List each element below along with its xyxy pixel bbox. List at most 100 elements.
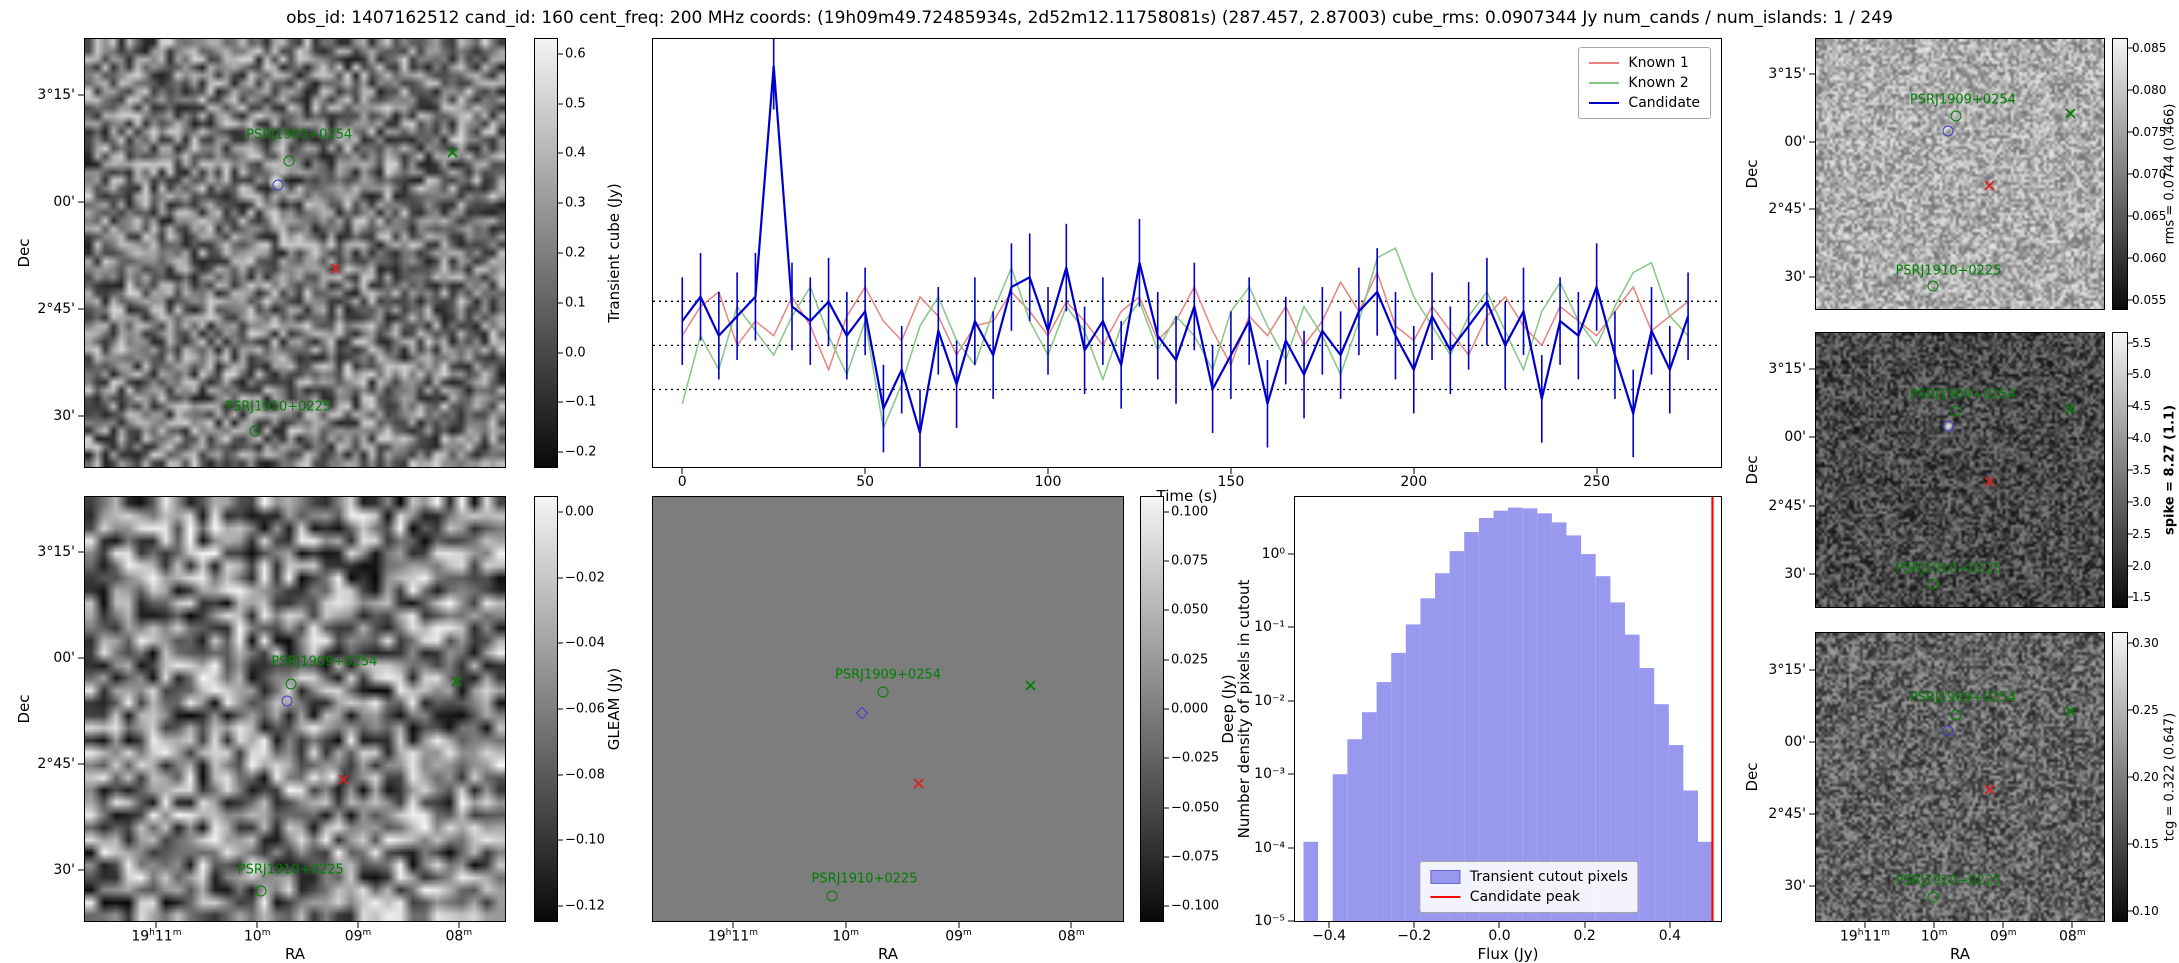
colorbar-tick-label: −0.050 bbox=[1171, 800, 1220, 816]
tick-mark bbox=[1809, 276, 1816, 278]
dec-tick-label: 00' bbox=[1784, 133, 1806, 150]
density-tick-label: 10⁻² bbox=[1254, 692, 1285, 709]
dec-tick-label: 3°15' bbox=[37, 544, 75, 561]
source-name-label: PSRJ1910+0225 bbox=[237, 862, 344, 878]
colorbar-tick-label: 0.30 bbox=[2132, 636, 2159, 651]
tick-mark bbox=[357, 921, 359, 928]
colorbar-tick-label: −0.04 bbox=[565, 635, 605, 651]
x-icon bbox=[2065, 107, 2076, 119]
candidate-circle-marker bbox=[281, 695, 293, 707]
tick-mark bbox=[1288, 847, 1295, 849]
ra-tick-label: 19h11m bbox=[131, 928, 182, 945]
ra-tick-label: 08m bbox=[2059, 928, 2086, 945]
tcg-colorbar: 0.30 0.25 0.20 0.15 0.10 bbox=[2112, 632, 2159, 922]
dec-tick-label: 2°45' bbox=[1768, 497, 1806, 514]
colorbar-tick-label: 0.060 bbox=[2132, 250, 2167, 265]
tick-mark bbox=[1163, 757, 1169, 759]
tick-mark bbox=[1596, 467, 1598, 474]
legend-line-sample bbox=[1430, 896, 1461, 898]
histogram-bar bbox=[1493, 510, 1509, 921]
tick-mark bbox=[2127, 405, 2133, 407]
tick-mark bbox=[1584, 921, 1586, 928]
figure-title: obs_id: 1407162512 cand_id: 160 cent_fre… bbox=[286, 8, 1893, 28]
histogram-bar bbox=[1508, 507, 1523, 921]
tick-mark bbox=[155, 921, 157, 928]
rms-image bbox=[1816, 39, 2104, 309]
colorbar-tick-label: 0.4 bbox=[565, 145, 586, 161]
colorbar-tick-label: −0.2 bbox=[565, 444, 597, 460]
rms-markers: PSRJ1909+0254 PSRJ1910+0225 bbox=[1816, 39, 2104, 309]
histogram-bar bbox=[1303, 841, 1319, 921]
tick-mark bbox=[557, 152, 563, 154]
colorbar-tick-label: 4.5 bbox=[2132, 399, 2152, 414]
tick-mark bbox=[1498, 921, 1500, 928]
histogram-bar bbox=[1332, 774, 1348, 921]
candidate-circle-marker bbox=[1942, 420, 1954, 432]
colorbar-tick-label: 0.100 bbox=[1171, 504, 1209, 520]
dec-tick-label: 30' bbox=[53, 407, 75, 424]
tick-mark bbox=[557, 252, 563, 254]
tick-mark bbox=[1288, 700, 1295, 702]
legend-label: Candidate peak bbox=[1469, 889, 1580, 905]
colorbar-tick-label: −0.100 bbox=[1171, 898, 1220, 914]
tick-mark bbox=[1809, 208, 1816, 210]
ra-axis-label: RA bbox=[284, 945, 306, 963]
dec-tick-label: 30' bbox=[53, 862, 75, 879]
tick-mark bbox=[732, 921, 734, 928]
histogram-swatch bbox=[1430, 870, 1461, 884]
gleam-markers: PSRJ1909+0254 PSRJ1910+0225 bbox=[85, 497, 505, 921]
tick-mark bbox=[1809, 669, 1816, 671]
source-name-label: PSRJ1910+0225 bbox=[225, 399, 332, 415]
tick-mark bbox=[2127, 469, 2133, 471]
x-icon bbox=[451, 676, 463, 687]
tick-mark bbox=[78, 415, 85, 417]
tick-mark bbox=[557, 905, 563, 907]
tick-mark bbox=[2127, 437, 2133, 439]
tick-mark bbox=[557, 839, 563, 841]
x-icon bbox=[1984, 180, 1995, 192]
tick-mark bbox=[2127, 257, 2133, 259]
tick-mark bbox=[1163, 609, 1169, 611]
flux-tick-label: 0.0 bbox=[1488, 928, 1511, 944]
colorbar-tick-label: 0.15 bbox=[2132, 836, 2159, 851]
tick-mark bbox=[1163, 659, 1169, 661]
colorbar-tick-label: −0.025 bbox=[1171, 750, 1220, 766]
colorbar-title: GLEAM (Jy) bbox=[605, 667, 623, 751]
series-known-1 bbox=[681, 270, 1689, 372]
tick-mark bbox=[2127, 565, 2133, 567]
tick-mark bbox=[1669, 921, 1671, 928]
source-circle-marker bbox=[249, 425, 261, 437]
colorbar-tick-label: 2.5 bbox=[2132, 526, 2152, 541]
density-tick-label: 10⁻¹ bbox=[1254, 619, 1285, 636]
tick-mark bbox=[1809, 885, 1816, 887]
colorbar-tick-label: −0.1 bbox=[565, 394, 597, 410]
histogram-bar bbox=[1435, 573, 1450, 921]
candidate-circle-marker bbox=[1942, 125, 1954, 137]
tcg-image bbox=[1816, 633, 2104, 921]
density-tick-label: 10⁻⁴ bbox=[1254, 839, 1285, 856]
colorbar-tick-label: 1.5 bbox=[2132, 590, 2152, 605]
series-candidate bbox=[681, 65, 1690, 434]
dec-axis-label: Dec bbox=[1743, 762, 1761, 792]
colorbar-tick-label: 2.0 bbox=[2132, 558, 2152, 573]
dec-tick-label: 3°15' bbox=[1768, 66, 1806, 83]
histogram-bar bbox=[1625, 634, 1640, 921]
source-circle-marker bbox=[1927, 578, 1939, 590]
histogram-y-axis-label: Number density of pixels in cutout bbox=[1235, 579, 1253, 839]
source-name-label: PSRJ1909+0254 bbox=[1909, 387, 2016, 403]
dec-tick-label: 2°45' bbox=[1768, 806, 1806, 823]
tick-mark bbox=[1288, 626, 1295, 628]
colorbar-title: rms = 0.0744 (0.466) bbox=[2162, 103, 2178, 245]
source-circle-marker bbox=[877, 686, 889, 698]
legend-label: Known 2 bbox=[1628, 75, 1689, 91]
histogram-bar bbox=[1698, 841, 1713, 921]
x-icon bbox=[329, 262, 341, 274]
ra-tick-label: 09m bbox=[1989, 928, 2017, 945]
source-name-label: PSRJ1909+0254 bbox=[1909, 92, 2016, 108]
x-icon bbox=[1984, 476, 1995, 488]
tick-mark bbox=[1288, 920, 1295, 922]
dec-tick-label: 00' bbox=[1784, 429, 1806, 446]
dec-tick-label: 2°45' bbox=[1768, 201, 1806, 218]
legend-line-sample bbox=[1589, 82, 1620, 84]
source-name-label: PSRJ1909+0254 bbox=[834, 667, 942, 683]
